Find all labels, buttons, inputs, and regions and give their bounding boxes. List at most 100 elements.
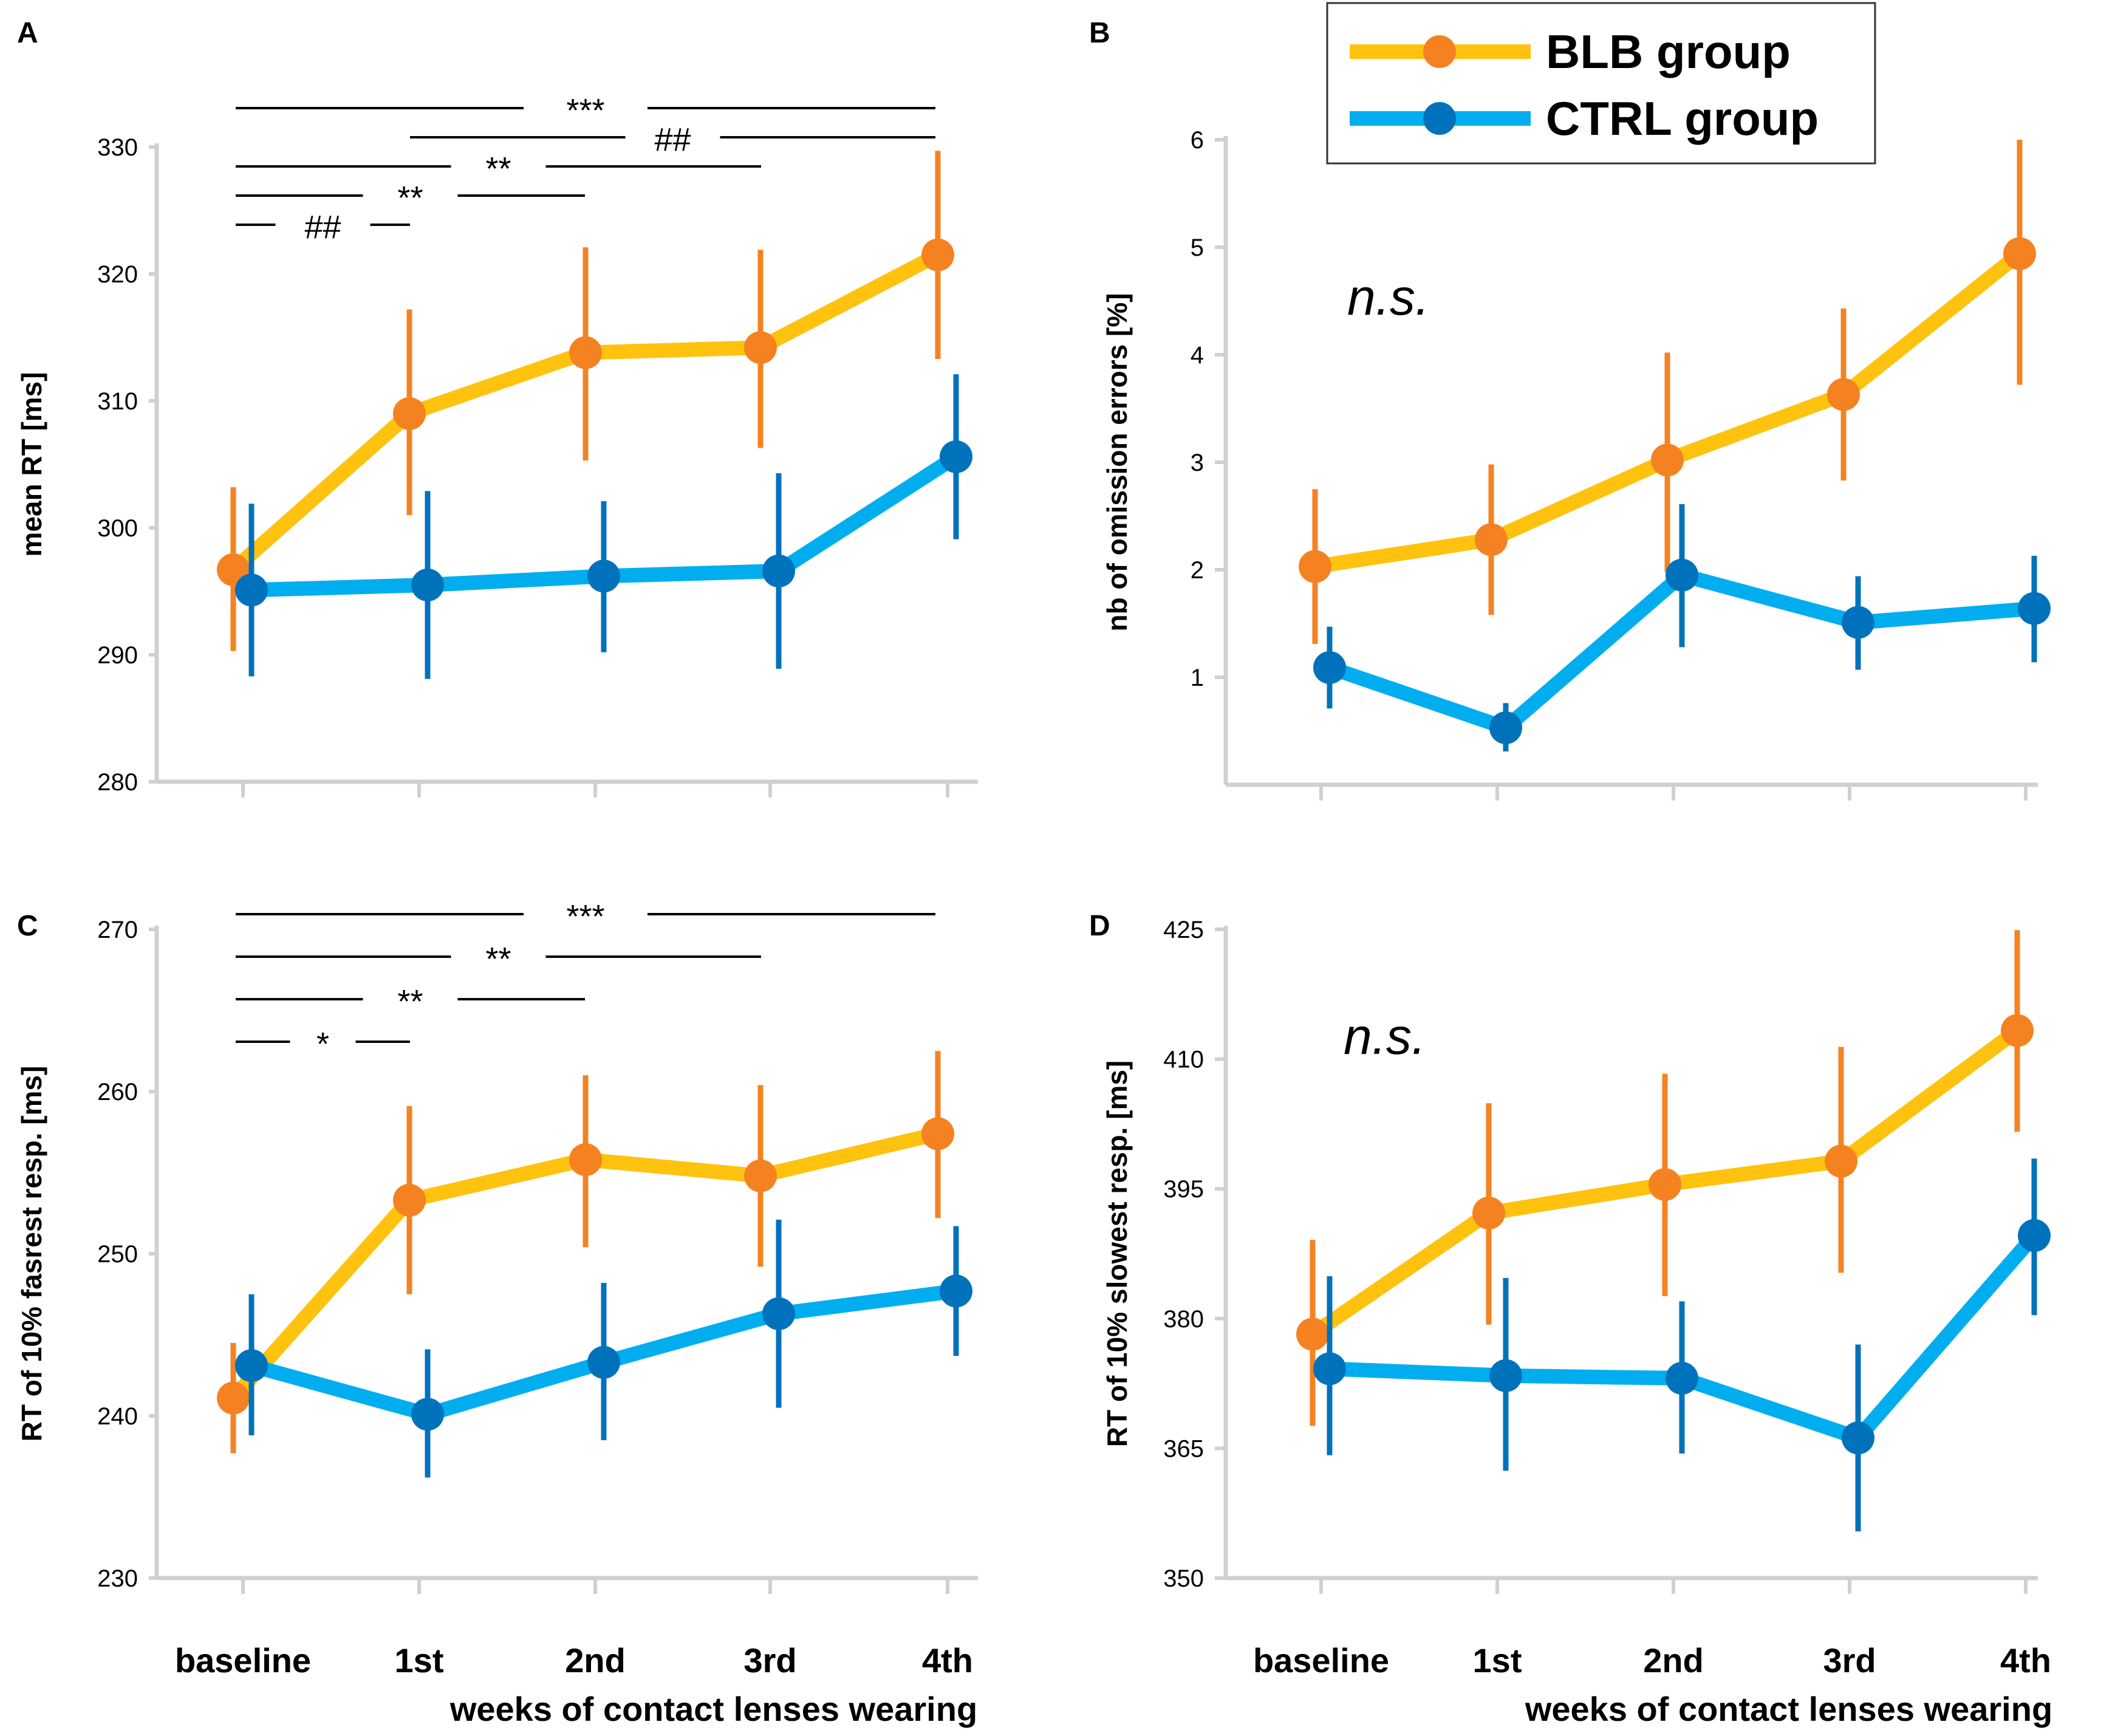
- y-tick-label: 300: [97, 515, 138, 542]
- data-point: [217, 1381, 250, 1415]
- y-tick-label: 350: [1163, 1565, 1204, 1592]
- panel-c: C 230 240 250 260 270 RT of 10% fasrest resp. …: [16, 898, 978, 1680]
- data-point: [1296, 1317, 1329, 1351]
- series-ctrl: [235, 374, 972, 679]
- y-tick-label: 240: [97, 1403, 138, 1430]
- panel-letter: D: [1089, 910, 1110, 942]
- y-tick-label: 365: [1163, 1435, 1204, 1462]
- y-tick-label: 2: [1191, 557, 1204, 584]
- data-point: [1842, 606, 1874, 639]
- data-point: [940, 1274, 972, 1308]
- y-tick-label: 6: [1191, 127, 1204, 154]
- data-point: [1475, 523, 1508, 556]
- legend-marker: [1423, 35, 1456, 68]
- data-point: [2003, 237, 2036, 270]
- significance-label: ##: [654, 121, 691, 158]
- data-point: [2001, 1014, 2034, 1047]
- y-tick-label: 270: [97, 917, 138, 943]
- y-tick-label: 1: [1191, 665, 1204, 691]
- data-point: [921, 1117, 954, 1150]
- series-blb: [1299, 140, 2036, 644]
- y-tick-label: 310: [97, 388, 138, 415]
- y-tick-label: 5: [1191, 234, 1204, 261]
- x-tick-label: 4th: [922, 1641, 973, 1680]
- x-tick-label: 3rd: [743, 1641, 796, 1680]
- data-point: [569, 1143, 602, 1177]
- data-point: [1299, 550, 1331, 583]
- x-tick-label: 3rd: [1823, 1641, 1876, 1680]
- data-point: [762, 1297, 795, 1330]
- y-tick-label: 410: [1163, 1047, 1204, 1073]
- significance-label: *: [316, 1026, 329, 1062]
- data-point: [921, 238, 954, 272]
- y-tick-label: 425: [1163, 917, 1204, 943]
- x-tick-label: 2nd: [1643, 1641, 1704, 1680]
- y-axis-label: RT of 10% fasrest resp. [ms]: [16, 1066, 47, 1442]
- data-point: [235, 573, 268, 607]
- series-blb: [1296, 930, 2034, 1426]
- data-point: [744, 1159, 777, 1192]
- x-tick-label: 2nd: [565, 1641, 626, 1680]
- data-point: [2018, 592, 2051, 625]
- x-tick-label: 2nd: [565, 1641, 626, 1680]
- y-axis-label: RT of 10% slowest resp. [ms]: [1101, 1061, 1133, 1447]
- data-point: [1313, 1352, 1346, 1386]
- x-tick-label: 4th: [922, 1641, 973, 1680]
- data-point: [1842, 1421, 1874, 1455]
- significance-label: ##: [304, 209, 341, 245]
- x-tick-label: baseline: [175, 1641, 311, 1680]
- data-point: [1666, 558, 1698, 592]
- data-point: [569, 336, 602, 369]
- data-point: [1472, 1197, 1505, 1230]
- x-tick-label: 1st: [1473, 1641, 1522, 1680]
- significance-label: **: [397, 983, 423, 1020]
- data-point: [1666, 1362, 1698, 1395]
- y-tick-label: 330: [97, 134, 138, 161]
- legend-label: BLB group: [1546, 25, 1791, 78]
- legend-marker: [1423, 102, 1456, 135]
- significance-label: **: [485, 151, 511, 187]
- panel-letter: A: [17, 17, 38, 49]
- x-tick-label: 4th: [2000, 1641, 2051, 1680]
- data-point: [1651, 443, 1684, 477]
- data-point: [1489, 1359, 1522, 1392]
- legend-label: CTRL group: [1546, 92, 1819, 145]
- data-point: [587, 1345, 620, 1379]
- significance-label: ***: [566, 898, 604, 935]
- panel-letter: C: [17, 910, 38, 942]
- y-tick-label: 280: [97, 769, 138, 796]
- y-tick-label: 320: [97, 261, 138, 288]
- significance-label: **: [485, 941, 511, 977]
- y-tick-label: 250: [97, 1241, 138, 1268]
- data-point: [1313, 651, 1346, 685]
- data-point: [393, 397, 426, 430]
- y-axis-label: mean RT [ms]: [16, 372, 47, 556]
- data-point: [1827, 378, 1860, 411]
- data-point: [393, 1183, 426, 1217]
- y-tick-label: 290: [97, 642, 138, 669]
- y-axis-label: nb of omission errors [%]: [1101, 293, 1133, 631]
- data-point: [744, 331, 777, 364]
- y-tick-label: 3: [1191, 449, 1204, 476]
- significance-label: ***: [566, 92, 604, 129]
- y-tick-label: 230: [97, 1565, 138, 1592]
- legend: BLB group CTRL group: [1326, 2, 1876, 165]
- data-point: [411, 569, 444, 602]
- data-point: [2018, 1219, 2051, 1252]
- x-tick-label: baseline: [1253, 1641, 1389, 1680]
- data-point: [1649, 1168, 1681, 1201]
- data-point: [411, 1398, 444, 1431]
- ns-annotation: n.s.: [1347, 268, 1429, 326]
- panel-b: B 1 2 3 4 5 6 nb of omission errors [%] n.s.: [1089, 17, 2051, 801]
- data-point: [940, 440, 972, 473]
- x-axis-label: weeks of contact lenses wearing: [1525, 1690, 2052, 1728]
- series-blb: [217, 1051, 954, 1454]
- ns-annotation: n.s.: [1344, 1008, 1426, 1065]
- x-tick-label: baseline: [175, 1641, 311, 1680]
- y-tick-label: 380: [1163, 1306, 1204, 1333]
- significance-label: **: [397, 180, 423, 216]
- data-point: [587, 559, 620, 593]
- series-ctrl: [235, 1219, 972, 1478]
- panel-d: D 350 365 380 395 410 425 RT of 10% slowest res…: [1089, 910, 2051, 1680]
